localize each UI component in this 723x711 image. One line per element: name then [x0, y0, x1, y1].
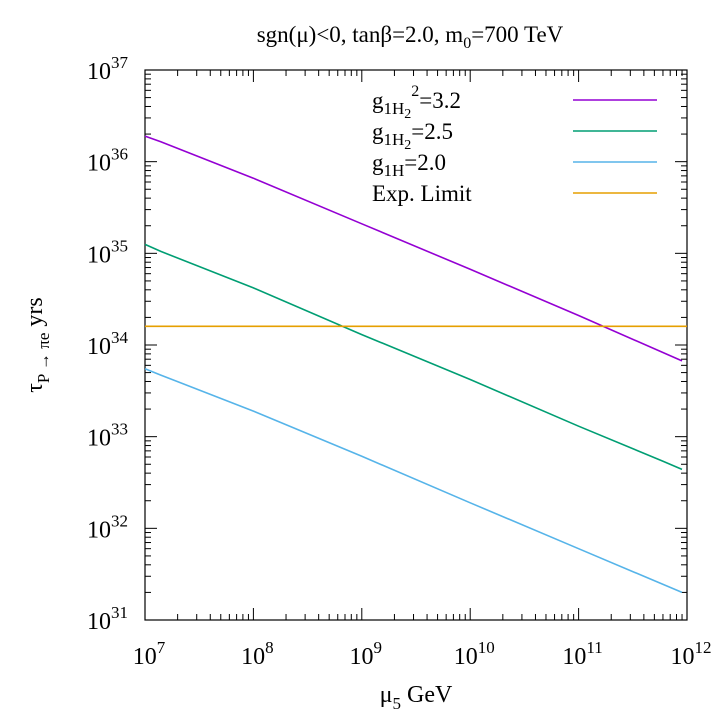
y-tick-label-base: 10 — [87, 426, 111, 452]
chart-title: sgn(μ)<0, tanβ=2.0, m0=700 TeV — [257, 22, 564, 52]
x-tick-label: 1010 — [454, 638, 495, 670]
x-tick-label-base: 10 — [671, 644, 695, 670]
x-axis-label: μ5 GeV — [380, 682, 453, 711]
y-tick-label-base: 10 — [87, 517, 111, 543]
x-tick-label-exp: 7 — [157, 638, 166, 657]
chart-title-sub: 0 — [463, 35, 471, 52]
y-tick-label-base: 10 — [87, 609, 111, 635]
x-axis-label-main: μ — [380, 682, 393, 708]
y-tick-label-exp: 35 — [111, 236, 128, 255]
x-tick-label-base: 10 — [241, 644, 265, 670]
legend-label-tail: =2.0 — [404, 150, 446, 175]
y-tick-label-exp: 33 — [111, 420, 128, 439]
x-tick-label-base: 10 — [562, 644, 586, 670]
y-tick-label: 1035 — [87, 236, 128, 268]
x-axis-label-sub: 5 — [393, 694, 402, 711]
x-tick-label: 1011 — [562, 638, 602, 670]
y-tick-label: 1036 — [87, 145, 128, 177]
y-tick-label-base: 10 — [87, 334, 111, 360]
x-tick-label-exp: 12 — [695, 638, 712, 657]
chart-title-main: sgn(μ)<0, tanβ=2.0, m — [257, 22, 464, 47]
y-tick-label-exp: 31 — [111, 603, 128, 622]
legend-label-1: g1H2=2.5 — [372, 119, 453, 153]
y-axis-label-main: τ — [22, 383, 48, 393]
x-tick-label: 108 — [241, 638, 274, 670]
legend-label-subsub: 2 — [404, 107, 411, 122]
y-tick-label-base: 10 — [87, 59, 111, 85]
y-tick-label-base: 10 — [87, 242, 111, 268]
axis-ticks — [144, 69, 688, 621]
y-tick-label-exp: 36 — [111, 145, 128, 164]
legend-label-main: Exp. Limit — [372, 181, 472, 206]
y-axis-label-sub: P → πe — [34, 333, 53, 383]
legend-label-main: g — [372, 119, 384, 144]
legend-label-sub: 1H — [384, 130, 405, 149]
y-tick-label-base: 10 — [87, 151, 111, 177]
legend-label-tail: =3.2 — [419, 88, 461, 113]
legend-label-0: g1H22=3.2 — [372, 83, 461, 122]
legend-label-main: g — [372, 88, 384, 113]
legend-label-tail: =2.5 — [411, 119, 453, 144]
legend-label-sup: 2 — [411, 83, 419, 100]
y-tick-label-exp: 34 — [111, 328, 129, 347]
series-lines — [144, 135, 687, 594]
legend-label-2: g1H=2.0 — [372, 150, 446, 180]
y-tick-label-exp: 32 — [111, 511, 128, 530]
x-axis-label-tail: GeV — [401, 682, 453, 708]
x-tick-label-exp: 9 — [374, 638, 383, 657]
y-tick-label: 1031 — [87, 603, 128, 635]
x-tick-label-base: 10 — [350, 644, 374, 670]
y-axis-label-tail: yrs — [22, 297, 48, 332]
legend-label-main: g — [372, 150, 384, 175]
x-tick-label-base: 10 — [133, 644, 157, 670]
x-tick-label: 1012 — [671, 638, 712, 670]
series-line-1 — [144, 243, 683, 471]
x-tick-label: 109 — [350, 638, 383, 670]
legend-label-3: Exp. Limit — [372, 181, 472, 206]
series-line-2 — [144, 368, 683, 594]
y-tick-label: 1034 — [87, 328, 129, 360]
x-tick-labels: 107 108 109 1010 1011 1012 — [133, 638, 712, 670]
x-tick-label-exp: 11 — [586, 638, 602, 657]
y-tick-label-exp: 37 — [111, 53, 129, 72]
x-tick-label: 107 — [133, 638, 166, 670]
legend-label-subsub: 2 — [404, 138, 411, 153]
y-tick-label: 1037 — [87, 53, 129, 85]
series-line-0 — [144, 135, 683, 362]
y-tick-label: 1033 — [87, 420, 128, 452]
chart-title-tail: =700 TeV — [471, 22, 563, 47]
x-tick-label-exp: 8 — [265, 638, 274, 657]
y-axis-label: τP → πe yrs — [22, 297, 53, 392]
legend-label-sub: 1H — [384, 161, 405, 180]
y-tick-label: 1032 — [87, 511, 128, 543]
x-tick-label-base: 10 — [454, 644, 478, 670]
legend-label-sub: 1H — [384, 99, 405, 118]
x-tick-label-exp: 10 — [478, 638, 495, 657]
